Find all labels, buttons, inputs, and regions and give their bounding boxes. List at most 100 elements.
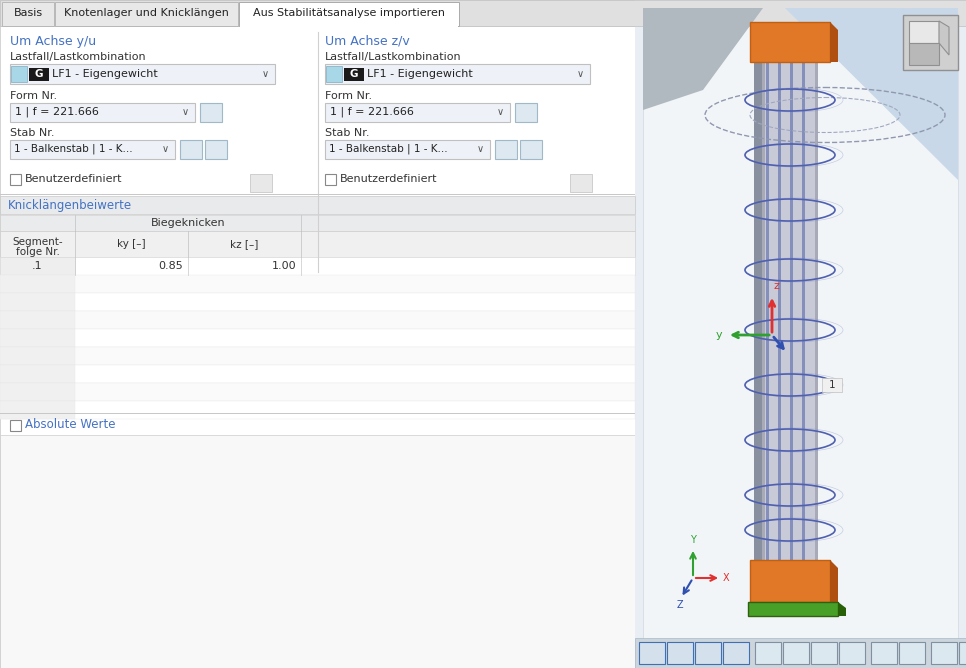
Bar xyxy=(0,347,635,365)
Polygon shape xyxy=(643,8,763,110)
Bar xyxy=(0,383,75,401)
Bar xyxy=(325,174,336,185)
Bar xyxy=(931,642,957,664)
Bar xyxy=(766,60,769,560)
Bar xyxy=(0,275,75,293)
Bar xyxy=(0,275,635,293)
Text: Lastfall/Lastkombination: Lastfall/Lastkombination xyxy=(325,52,462,62)
Polygon shape xyxy=(830,560,838,602)
Text: ∨: ∨ xyxy=(497,107,503,117)
Text: 1.00: 1.00 xyxy=(271,261,296,271)
Bar xyxy=(10,64,275,84)
Bar xyxy=(0,365,75,383)
Text: Absolute Werte: Absolute Werte xyxy=(25,418,116,432)
Text: ∨: ∨ xyxy=(262,69,269,79)
Bar xyxy=(180,140,202,159)
Bar xyxy=(748,602,838,616)
Bar xyxy=(0,231,635,257)
Bar xyxy=(325,64,590,84)
Bar xyxy=(55,2,238,26)
Text: 0.85: 0.85 xyxy=(158,261,183,271)
Bar xyxy=(0,196,635,214)
Bar xyxy=(325,103,510,122)
Bar xyxy=(0,401,635,419)
Bar xyxy=(515,103,537,122)
Text: Form Nr.: Form Nr. xyxy=(10,91,57,101)
Bar xyxy=(667,642,693,664)
Bar xyxy=(0,311,75,329)
Bar xyxy=(200,103,222,122)
Bar xyxy=(802,60,805,560)
Text: Aus Stabilitätsanalyse importieren: Aus Stabilitätsanalyse importieren xyxy=(253,8,445,18)
Text: Um Achse y/u: Um Achse y/u xyxy=(10,35,97,48)
Bar xyxy=(811,642,837,664)
Bar xyxy=(495,140,517,159)
Bar xyxy=(239,2,459,26)
Bar xyxy=(639,642,665,664)
Text: y: y xyxy=(716,330,722,340)
Text: Form Nr.: Form Nr. xyxy=(325,91,372,101)
Bar xyxy=(783,642,809,664)
Bar xyxy=(790,60,793,560)
Text: Z: Z xyxy=(677,600,684,610)
Bar xyxy=(0,257,635,275)
Text: Y: Y xyxy=(690,535,696,545)
Bar xyxy=(0,293,635,311)
Bar xyxy=(0,347,75,365)
Polygon shape xyxy=(754,60,762,560)
Text: Lastfall/Lastkombination: Lastfall/Lastkombination xyxy=(10,52,147,62)
Text: ky [–]: ky [–] xyxy=(117,239,146,249)
Text: 1 - Balkenstab | 1 - K...: 1 - Balkenstab | 1 - K... xyxy=(329,144,447,154)
Bar xyxy=(755,642,781,664)
Bar xyxy=(0,26,635,668)
Bar xyxy=(0,365,635,383)
Text: Basis: Basis xyxy=(14,8,43,18)
Bar xyxy=(326,66,342,82)
Bar xyxy=(723,642,749,664)
Bar xyxy=(570,174,592,192)
Text: Um Achse z/v: Um Achse z/v xyxy=(325,35,410,48)
Bar xyxy=(750,22,830,62)
Text: X: X xyxy=(723,573,729,583)
Bar xyxy=(0,383,635,401)
Text: Knotenlager und Knicklängen: Knotenlager und Knicklängen xyxy=(64,8,229,18)
Bar xyxy=(0,435,635,668)
Bar xyxy=(205,140,227,159)
Text: 1 - Balkenstab | 1 - K...: 1 - Balkenstab | 1 - K... xyxy=(14,144,132,154)
Text: Benutzerdefiniert: Benutzerdefiniert xyxy=(25,174,123,184)
Text: Stab Nr.: Stab Nr. xyxy=(10,128,54,138)
Text: ∨: ∨ xyxy=(161,144,168,154)
Bar xyxy=(871,642,897,664)
Bar xyxy=(0,194,635,195)
Bar xyxy=(635,0,966,668)
Bar xyxy=(0,413,635,414)
Text: z: z xyxy=(774,281,780,291)
Text: G: G xyxy=(350,69,358,79)
Bar xyxy=(10,420,21,431)
Bar xyxy=(520,140,542,159)
Polygon shape xyxy=(939,21,949,55)
Bar xyxy=(2,2,54,26)
Bar xyxy=(635,638,966,668)
Text: LF1 - Eigengewicht: LF1 - Eigengewicht xyxy=(367,69,472,79)
Bar xyxy=(0,0,635,668)
Bar xyxy=(10,174,21,185)
Bar xyxy=(29,68,49,81)
Bar xyxy=(899,642,925,664)
Bar xyxy=(0,0,966,26)
Bar xyxy=(325,140,490,159)
Text: Biegeknicken: Biegeknicken xyxy=(151,218,225,228)
Bar xyxy=(10,140,175,159)
Bar xyxy=(250,174,272,192)
Text: .1: .1 xyxy=(32,261,43,271)
Bar xyxy=(643,8,958,640)
Bar xyxy=(959,642,966,664)
Bar xyxy=(0,329,635,347)
Polygon shape xyxy=(838,602,846,616)
Text: 1 | f = 221.666: 1 | f = 221.666 xyxy=(330,107,413,118)
Bar xyxy=(695,642,721,664)
Text: Knicklängenbeiwerte: Knicklängenbeiwerte xyxy=(8,198,132,212)
Bar xyxy=(0,311,635,329)
Bar xyxy=(765,60,815,560)
Text: 1 | f = 221.666: 1 | f = 221.666 xyxy=(15,107,99,118)
